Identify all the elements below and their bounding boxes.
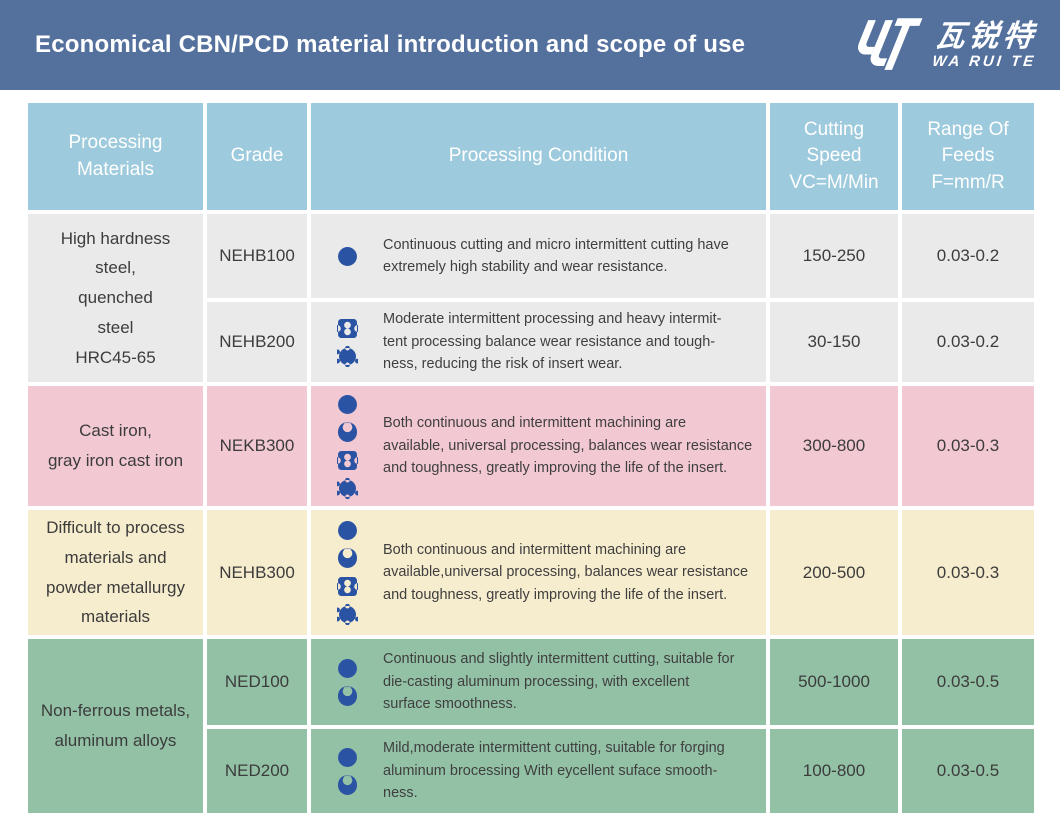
feed-range-cell: 0.03-0.2 — [902, 302, 1034, 382]
material-group-difficult-materials: Difficult to process materials and powde… — [28, 510, 203, 635]
condition-text: Both continuous and intermittent machini… — [383, 415, 753, 477]
cutting-speed-cell: 500-1000 — [770, 639, 898, 725]
logo-chinese-name: 瓦锐特 — [933, 19, 1039, 53]
material-group-high-hardness-steel: High hardness steel, quenched steel HRC4… — [28, 214, 203, 382]
brand-logo: 瓦锐特 WA RUI TE — [838, 14, 1040, 76]
condition-cell: Mild,moderate intermittent cutting, suit… — [311, 729, 766, 813]
material-group-cast-iron: Cast iron, gray iron cast iron — [28, 386, 203, 506]
light-intermittent-cutting-icon — [337, 421, 357, 442]
condition-icons — [311, 394, 383, 499]
heavy-intermittent-cutting-icon — [336, 345, 358, 367]
condition-icons — [311, 658, 383, 707]
col-header-processing-materials: Processing Materials — [28, 103, 203, 210]
condition-text: Both continuous and intermittent machini… — [383, 541, 749, 603]
light-intermittent-cutting-icon — [337, 548, 357, 568]
feed-range-cell: 0.03-0.3 — [902, 510, 1034, 635]
logo-mark-icon — [858, 18, 923, 70]
col-header-grade: Grade — [207, 103, 307, 210]
cutting-speed-cell: 150-250 — [770, 214, 898, 298]
condition-cell: Continuous and slightly intermittent cut… — [311, 639, 766, 725]
material-spec-table: Processing Materials Grade Processing Co… — [28, 103, 1034, 813]
title-banner: Economical CBN/PCD material introduction… — [0, 0, 1060, 90]
heavy-intermittent-cutting-icon — [336, 604, 358, 625]
feed-range-cell: 0.03-0.3 — [902, 386, 1034, 506]
moderate-intermittent-cutting-icon — [336, 577, 358, 596]
condition-cell: Moderate intermittent processing and hea… — [311, 302, 766, 382]
continuous-cutting-icon — [337, 394, 357, 414]
col-header-processing-condition: Processing Condition — [311, 103, 766, 210]
continuous-cutting-icon — [337, 246, 357, 266]
moderate-intermittent-cutting-icon — [336, 318, 358, 338]
continuous-cutting-icon — [337, 521, 357, 540]
col-header-cutting-speed: Cutting Speed VC=M/Min — [770, 103, 898, 210]
cutting-speed-cell: 200-500 — [770, 510, 898, 635]
feed-range-cell: 0.03-0.2 — [902, 214, 1034, 298]
condition-cell: Both continuous and intermittent machini… — [311, 510, 766, 635]
condition-icons — [311, 747, 383, 796]
condition-cell: Continuous cutting and micro intermitten… — [311, 214, 766, 298]
logo-english-name: WA RUI TE — [931, 52, 1038, 70]
grade-cell: NEHB200 — [207, 302, 307, 382]
grade-cell: NEHB300 — [207, 510, 307, 635]
logo-text: 瓦锐特 WA RUI TE — [931, 19, 1040, 70]
page-title: Economical CBN/PCD material introduction… — [35, 31, 746, 58]
col-header-range-of-feeds: Range Of Feeds F=mm/R — [902, 103, 1034, 210]
light-intermittent-cutting-icon — [337, 685, 357, 706]
moderate-intermittent-cutting-icon — [336, 450, 358, 470]
continuous-cutting-icon — [337, 658, 357, 678]
grade-cell: NEHB100 — [207, 214, 307, 298]
continuous-cutting-icon — [337, 747, 357, 767]
cutting-speed-cell: 300-800 — [770, 386, 898, 506]
light-intermittent-cutting-icon — [337, 774, 357, 795]
cutting-speed-cell: 100-800 — [770, 729, 898, 813]
grade-cell: NED200 — [207, 729, 307, 813]
grade-cell: NEKB300 — [207, 386, 307, 506]
condition-text: Continuous and slightly intermittent cut… — [383, 651, 735, 713]
condition-text: Moderate intermittent processing and hea… — [383, 311, 722, 373]
condition-icons — [311, 246, 383, 267]
condition-icons — [311, 520, 383, 625]
feed-range-cell: 0.03-0.5 — [902, 639, 1034, 725]
material-group-non-ferrous: Non-ferrous metals, aluminum alloys — [28, 639, 203, 813]
cutting-speed-cell: 30-150 — [770, 302, 898, 382]
condition-text: Mild,moderate intermittent cutting, suit… — [383, 740, 725, 802]
condition-cell: Both continuous and intermittent machini… — [311, 386, 766, 506]
condition-text: Continuous cutting and micro intermitten… — [383, 236, 729, 275]
heavy-intermittent-cutting-icon — [336, 477, 358, 499]
condition-icons — [311, 318, 383, 367]
feed-range-cell: 0.03-0.5 — [902, 729, 1034, 813]
grade-cell: NED100 — [207, 639, 307, 725]
